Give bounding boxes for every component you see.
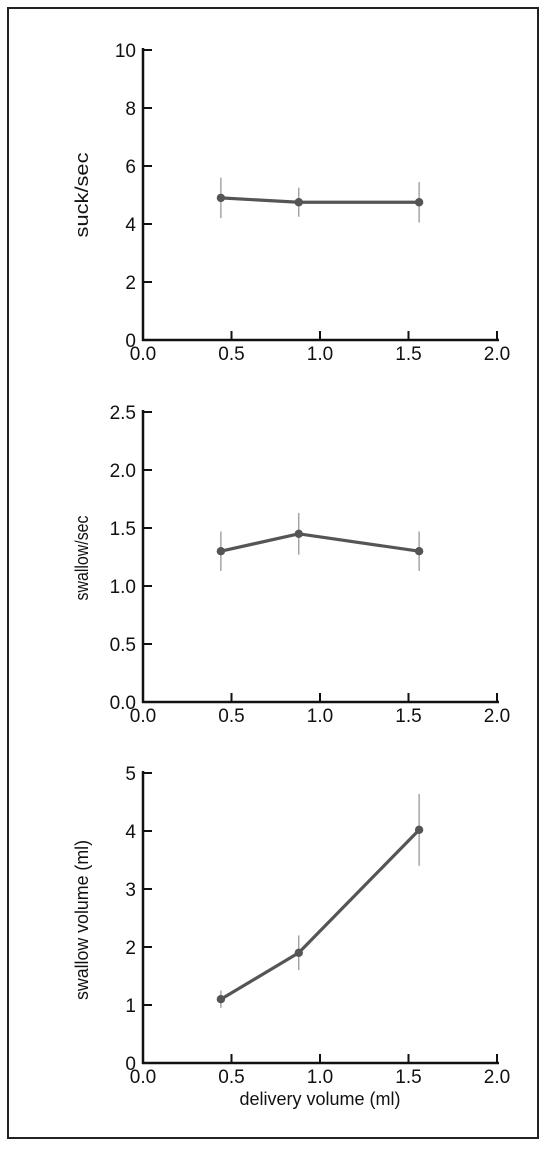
y-tick-label: 0 bbox=[125, 331, 136, 352]
data-point bbox=[216, 995, 226, 1004]
y-tick-label: 4 bbox=[125, 822, 136, 843]
y-tick-label: 4 bbox=[125, 215, 136, 236]
x-tick-label: 0.0 bbox=[130, 706, 156, 727]
y-tick-label: 0.5 bbox=[110, 635, 136, 656]
y-tick-label: 0 bbox=[125, 1054, 136, 1075]
y-axis-label: swallow/sec bbox=[72, 516, 92, 601]
x-tick-label: 0.5 bbox=[218, 344, 244, 365]
y-tick-label: 1 bbox=[125, 996, 136, 1017]
data-point bbox=[414, 547, 424, 556]
y-tick-label: 1.5 bbox=[110, 519, 136, 540]
y-tick-label: 3 bbox=[125, 880, 136, 901]
series-line bbox=[220, 828, 421, 1001]
x-tick-label: 2.0 bbox=[484, 344, 510, 365]
data-point bbox=[294, 529, 303, 538]
data-point bbox=[216, 547, 226, 556]
y-axis-label: suck/sec bbox=[72, 153, 92, 238]
x-tick-label: 2.0 bbox=[484, 1067, 510, 1088]
y-axis-label: swallow volume (ml) bbox=[72, 840, 92, 1000]
y-tick-label: 2.5 bbox=[110, 403, 136, 424]
data-point bbox=[294, 198, 303, 207]
x-tick-label: 0.5 bbox=[218, 706, 244, 727]
y-tick-label: 10 bbox=[115, 41, 136, 62]
y-tick-label: 8 bbox=[125, 99, 136, 120]
data-point bbox=[414, 198, 424, 207]
x-tick-label: 1.0 bbox=[307, 706, 333, 727]
x-tick-label: 2.0 bbox=[484, 706, 510, 727]
data-point bbox=[294, 948, 303, 957]
x-tick-label: 0.5 bbox=[218, 1067, 244, 1088]
y-tick-label: 2 bbox=[125, 938, 136, 959]
x-tick-label: 0.0 bbox=[130, 1067, 156, 1088]
y-tick-label: 1.0 bbox=[110, 577, 136, 598]
x-tick-label: 1.0 bbox=[307, 344, 333, 365]
y-tick-label: 6 bbox=[125, 157, 136, 178]
x-tick-label: 1.0 bbox=[307, 1067, 333, 1088]
series-line bbox=[220, 196, 420, 204]
x-tick-label: 0.0 bbox=[130, 344, 156, 365]
x-tick-label: 1.5 bbox=[395, 344, 421, 365]
x-axis-label: delivery volume (ml) bbox=[239, 1089, 400, 1109]
y-tick-label: 0.0 bbox=[110, 693, 136, 714]
y-tick-label: 5 bbox=[125, 764, 136, 785]
data-point bbox=[414, 825, 424, 835]
x-tick-label: 1.5 bbox=[395, 1067, 421, 1088]
figure-frame bbox=[7, 7, 539, 1139]
y-tick-label: 2 bbox=[125, 273, 136, 294]
series-line bbox=[220, 532, 420, 553]
data-point bbox=[216, 193, 226, 203]
y-tick-label: 2.0 bbox=[110, 461, 136, 482]
x-tick-label: 1.5 bbox=[395, 706, 421, 727]
